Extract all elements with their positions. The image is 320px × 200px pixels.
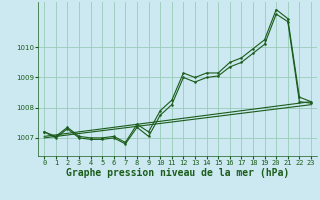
X-axis label: Graphe pression niveau de la mer (hPa): Graphe pression niveau de la mer (hPa) [66,168,289,178]
